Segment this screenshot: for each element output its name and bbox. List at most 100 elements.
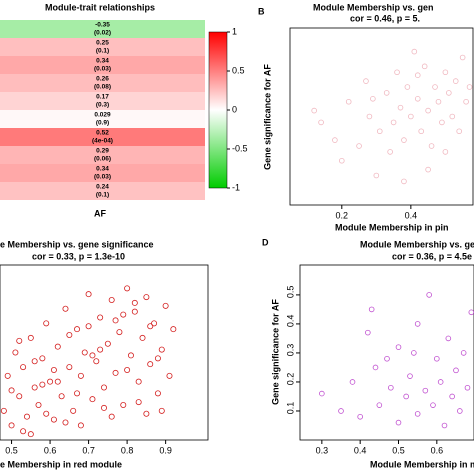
point bbox=[411, 350, 417, 356]
point bbox=[357, 413, 363, 420]
point bbox=[426, 292, 432, 298]
cell-p-value: (0.9) bbox=[96, 120, 109, 127]
cell-value: 0.29 bbox=[96, 148, 109, 155]
point bbox=[394, 69, 400, 76]
y-tick-label: 0.4 bbox=[285, 315, 295, 328]
point bbox=[162, 302, 169, 309]
point bbox=[135, 378, 142, 385]
x-tick-label: 0.9 bbox=[159, 445, 172, 455]
heatmap-cell bbox=[0, 164, 205, 182]
point bbox=[464, 384, 471, 391]
point bbox=[387, 149, 393, 155]
point bbox=[143, 410, 150, 417]
point bbox=[425, 107, 431, 114]
plot-frame bbox=[0, 264, 209, 441]
point bbox=[74, 326, 81, 333]
point bbox=[66, 331, 73, 338]
cell-value: 0.25 bbox=[96, 40, 109, 47]
cell-p-value: (0.03) bbox=[94, 174, 111, 181]
cell-p-value: (0.1) bbox=[96, 48, 109, 55]
heatmap-cell bbox=[0, 182, 205, 200]
point bbox=[468, 309, 474, 316]
point bbox=[47, 378, 54, 385]
cell-p-value: (0.1) bbox=[96, 192, 109, 199]
point bbox=[445, 335, 452, 342]
x-axis-label: e Membership in red module bbox=[0, 459, 122, 469]
cell-value: 0.52 bbox=[96, 130, 109, 137]
point bbox=[388, 384, 394, 391]
panel-label: B bbox=[258, 6, 265, 16]
point bbox=[62, 419, 69, 426]
point bbox=[365, 329, 371, 336]
point bbox=[457, 408, 463, 414]
point bbox=[397, 104, 404, 111]
point bbox=[401, 137, 407, 143]
point bbox=[97, 346, 104, 353]
point bbox=[414, 321, 421, 327]
point bbox=[62, 305, 69, 312]
chart-subtitle: cor = 0.36, p = 4.5e bbox=[392, 251, 472, 261]
point bbox=[411, 48, 418, 55]
point bbox=[459, 54, 466, 61]
x-tick-label: 0.6 bbox=[44, 445, 57, 455]
point bbox=[383, 90, 390, 96]
heatmap-cell bbox=[0, 20, 205, 38]
point bbox=[432, 84, 438, 90]
point bbox=[366, 113, 373, 120]
chart-subtitle: cor = 0.33, p = 1.3e-10 bbox=[32, 251, 125, 261]
point bbox=[170, 326, 177, 333]
chart-title: Module Membership vs. gene bbox=[360, 239, 474, 249]
point bbox=[116, 329, 123, 336]
point bbox=[403, 393, 409, 400]
chart-title: Module Membership vs. gen bbox=[313, 2, 434, 12]
point bbox=[50, 366, 57, 373]
cell-value: -0.35 bbox=[95, 22, 110, 29]
plot-frame bbox=[299, 264, 474, 441]
point bbox=[89, 352, 96, 359]
point bbox=[452, 78, 459, 84]
point bbox=[453, 367, 459, 374]
point bbox=[390, 119, 397, 126]
point bbox=[77, 422, 84, 429]
point bbox=[437, 379, 444, 385]
point bbox=[74, 390, 81, 397]
point bbox=[31, 384, 38, 391]
point bbox=[147, 323, 154, 330]
point bbox=[422, 387, 429, 394]
point bbox=[43, 320, 50, 327]
colorbar bbox=[208, 31, 228, 189]
point bbox=[124, 366, 131, 373]
point bbox=[414, 72, 421, 78]
chart-title: e Membership vs. gene significance bbox=[0, 239, 154, 249]
point bbox=[372, 364, 379, 371]
cell-value: 0.34 bbox=[96, 58, 109, 65]
point bbox=[363, 78, 369, 84]
point bbox=[466, 84, 473, 90]
point bbox=[112, 369, 119, 376]
cell-value: 0.17 bbox=[96, 94, 109, 101]
point bbox=[12, 349, 19, 356]
point bbox=[31, 358, 38, 365]
point bbox=[338, 157, 345, 164]
point bbox=[414, 96, 421, 102]
point bbox=[446, 90, 452, 96]
point bbox=[449, 393, 455, 400]
colorbar-tick-label: 1 bbox=[232, 26, 237, 36]
point bbox=[108, 296, 115, 303]
heatmap-cell bbox=[0, 128, 205, 146]
cell-value: 0.029 bbox=[94, 112, 111, 119]
point bbox=[414, 411, 421, 417]
y-tick-label: 0.1 bbox=[285, 402, 295, 415]
point bbox=[158, 407, 165, 414]
point bbox=[16, 337, 23, 344]
point bbox=[4, 372, 11, 379]
point bbox=[373, 172, 380, 179]
point bbox=[430, 402, 436, 408]
heatmap-cell bbox=[0, 38, 205, 56]
y-axis-label: Gene significance for AF bbox=[262, 64, 272, 170]
point bbox=[101, 384, 108, 391]
point bbox=[39, 355, 46, 362]
point bbox=[428, 143, 435, 149]
point bbox=[154, 355, 161, 362]
